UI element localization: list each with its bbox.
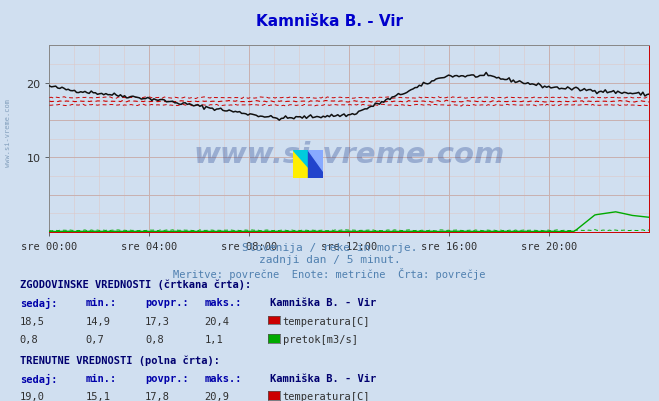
Text: 1,1: 1,1 [204, 334, 223, 344]
Text: Kamniška B. - Vir: Kamniška B. - Vir [270, 298, 376, 308]
Text: Kamniška B. - Vir: Kamniška B. - Vir [256, 14, 403, 29]
Text: 20,4: 20,4 [204, 316, 229, 326]
Text: pretok[m3/s]: pretok[m3/s] [283, 334, 358, 344]
Text: 17,3: 17,3 [145, 316, 170, 326]
Text: 15,1: 15,1 [86, 391, 111, 401]
Text: min.:: min.: [86, 298, 117, 308]
Text: 14,9: 14,9 [86, 316, 111, 326]
Text: 0,8: 0,8 [145, 334, 163, 344]
Polygon shape [293, 150, 308, 167]
Text: maks.:: maks.: [204, 373, 242, 383]
Text: www.si-vreme.com: www.si-vreme.com [194, 140, 505, 168]
Text: sedaj:: sedaj: [20, 373, 57, 384]
Text: 17,8: 17,8 [145, 391, 170, 401]
Text: temperatura[C]: temperatura[C] [283, 391, 370, 401]
Text: TRENUTNE VREDNOSTI (polna črta):: TRENUTNE VREDNOSTI (polna črta): [20, 354, 219, 365]
Text: Slovenija / reke in morje.: Slovenija / reke in morje. [242, 243, 417, 253]
Text: Kamniška B. - Vir: Kamniška B. - Vir [270, 373, 376, 383]
Text: povpr.:: povpr.: [145, 298, 188, 308]
Text: maks.:: maks.: [204, 298, 242, 308]
Text: povpr.:: povpr.: [145, 373, 188, 383]
Text: 0,7: 0,7 [86, 334, 104, 344]
Text: 18,5: 18,5 [20, 316, 45, 326]
Text: 19,0: 19,0 [20, 391, 45, 401]
Bar [308, 150, 323, 178]
Text: zadnji dan / 5 minut.: zadnji dan / 5 minut. [258, 255, 401, 265]
Text: 20,9: 20,9 [204, 391, 229, 401]
Bar [293, 150, 308, 178]
Text: ZGODOVINSKE VREDNOSTI (črtkana črta):: ZGODOVINSKE VREDNOSTI (črtkana črta): [20, 279, 251, 289]
Text: Meritve: povrečne  Enote: metrične  Črta: povrečje: Meritve: povrečne Enote: metrične Črta: … [173, 267, 486, 279]
Polygon shape [308, 150, 323, 172]
Text: min.:: min.: [86, 373, 117, 383]
Text: www.si-vreme.com: www.si-vreme.com [5, 98, 11, 166]
Text: sedaj:: sedaj: [20, 298, 57, 309]
Text: 0,8: 0,8 [20, 334, 38, 344]
Text: temperatura[C]: temperatura[C] [283, 316, 370, 326]
